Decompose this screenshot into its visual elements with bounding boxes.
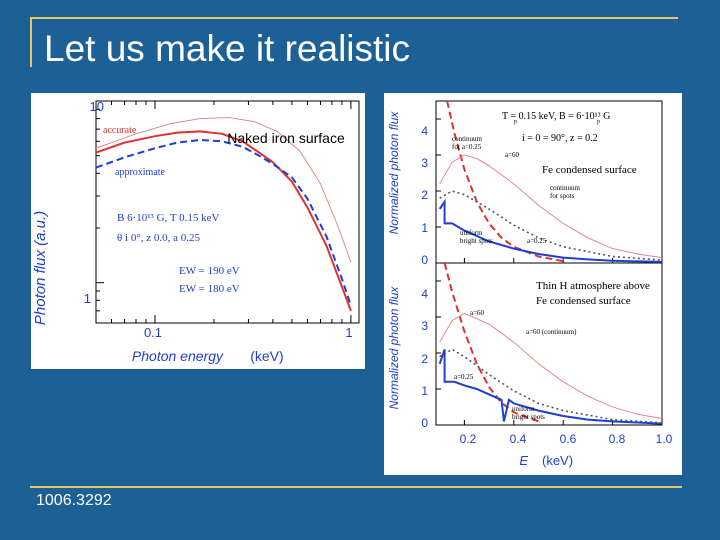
- label-approximate: approximate: [115, 167, 166, 178]
- x-tick-0.6: 0.6: [560, 432, 577, 446]
- x-tick-0.8: 0.8: [609, 432, 626, 446]
- top-params-sub2: p: [597, 119, 600, 125]
- bottom-y-axis-label: Normalized photon flux: [387, 286, 401, 410]
- top-label-hot-spots2: for spots: [550, 192, 575, 200]
- left-params-line1: B 6·10¹³ G, T 0.15 keV: [117, 212, 219, 224]
- left-plot-frame: [95, 100, 360, 324]
- top-params-line2: i = 0 = 90°, z = 0.2: [522, 133, 598, 144]
- left-y-tick-10: 10: [90, 99, 104, 114]
- right-chart: Normalized photon flux Normalized photon…: [387, 100, 673, 468]
- left-axis-ticks: [96, 100, 352, 323]
- x-tick-1.0: 1.0: [656, 432, 673, 446]
- top-series-a-60: [446, 101, 564, 263]
- bottom-label-line2: Fe condensed surface: [536, 295, 631, 307]
- left-params-line2: θ i 0°, z 0.0, a 0.25: [117, 232, 200, 244]
- left-y-tick-1: 1: [84, 291, 91, 306]
- left-x-tick-1: 1: [345, 325, 352, 340]
- top-series-continuum-for-spots: [439, 190, 662, 261]
- right-x-axis-unit: (keV): [542, 453, 573, 468]
- top-params-sub1: p: [514, 119, 517, 125]
- x-tick-0.4: 0.4: [510, 432, 527, 446]
- left-curves: [95, 117, 352, 312]
- top-series-continuum-for-a-0-25: [439, 154, 662, 259]
- top-params-line1: T = 0.15 keV, B = 6·10¹³ G: [502, 111, 610, 122]
- top-y-tick-2: 2: [421, 188, 428, 202]
- bottom-label-line1: Thin H atmosphere above: [536, 280, 650, 292]
- left-figure: Photon flux (a.u.) 10 1 0.1 1 Photon ene…: [31, 93, 365, 369]
- top-series-uniform-bright-spots: [438, 198, 662, 263]
- left-series-accurate: [95, 130, 352, 312]
- naked-iron-label: Naked iron surface: [227, 130, 345, 146]
- left-chart: Photon flux (a.u.) 10 1 0.1 1 Photon ene…: [32, 99, 360, 364]
- bottom-accent-line: [30, 486, 682, 488]
- top-y-tick-4: 4: [421, 124, 428, 138]
- right-axis-ticks: [436, 118, 663, 426]
- top-label-continuum2: for a=0.25: [452, 143, 482, 151]
- left-series-approximate: [95, 138, 352, 306]
- top-y-tick-0: 0: [421, 253, 428, 267]
- bottom-series-uniform-bright-spots: [439, 348, 662, 424]
- left-y-axis-label: Photon flux (a.u.): [32, 211, 49, 325]
- bottom-series-a-60: [443, 263, 539, 423]
- top-label-uniform1: uniform: [460, 229, 483, 237]
- top-label-continuum: continuum: [452, 135, 482, 143]
- top-label-hot-spots1: continuum: [550, 184, 580, 192]
- left-accent-line: [30, 17, 32, 67]
- top-label-a025: a=0.25: [527, 237, 547, 245]
- ew-line1: EW = 190 eV: [179, 265, 240, 277]
- bottom-series-a-0-25: [438, 349, 662, 425]
- ew-line2: EW = 180 eV: [179, 283, 240, 295]
- bottom-y-tick-4: 4: [421, 287, 428, 301]
- slide-title: Let us make it realistic: [44, 28, 411, 69]
- x-tick-0.2: 0.2: [460, 432, 477, 446]
- top-y-tick-3: 3: [421, 156, 428, 170]
- left-x-axis-label: Photon energy: [132, 348, 224, 364]
- left-x-axis-unit: (keV): [250, 348, 283, 364]
- right-figure: Normalized photon flux Normalized photon…: [384, 93, 682, 475]
- label-accurate: accurate: [103, 125, 137, 136]
- bottom-series-a-60-continuum-: [439, 312, 662, 419]
- right-curves: [438, 101, 662, 425]
- bottom-label-a60-continuum: a=60 (continuum): [526, 328, 577, 336]
- bottom-y-tick-1: 1: [421, 384, 428, 398]
- slide-footer-reference: 1006.3292: [36, 492, 112, 509]
- top-y-axis-label: Normalized photon flux: [387, 111, 401, 235]
- right-x-axis-label: E: [519, 453, 528, 468]
- left-x-tick-0.1: 0.1: [144, 325, 162, 340]
- bottom-label-uniform1: uniform: [512, 405, 535, 413]
- top-accent-line: [30, 17, 678, 19]
- top-y-tick-1: 1: [421, 221, 428, 235]
- bottom-plot-frame: [435, 262, 663, 426]
- bottom-y-tick-3: 3: [421, 319, 428, 333]
- top-label-a60: a=60: [505, 151, 520, 159]
- bottom-label-a025: a=0.25: [454, 373, 474, 381]
- bottom-label-uniform2: bright spots: [512, 413, 545, 421]
- top-label-surface: Fe condensed surface: [542, 164, 637, 176]
- bottom-y-tick-2: 2: [421, 352, 428, 366]
- top-label-uniform2: bright spots: [460, 237, 493, 245]
- left-series-curve-2: [95, 117, 352, 263]
- bottom-y-tick-0: 0: [421, 416, 428, 430]
- bottom-label-a60: a=60: [470, 309, 485, 317]
